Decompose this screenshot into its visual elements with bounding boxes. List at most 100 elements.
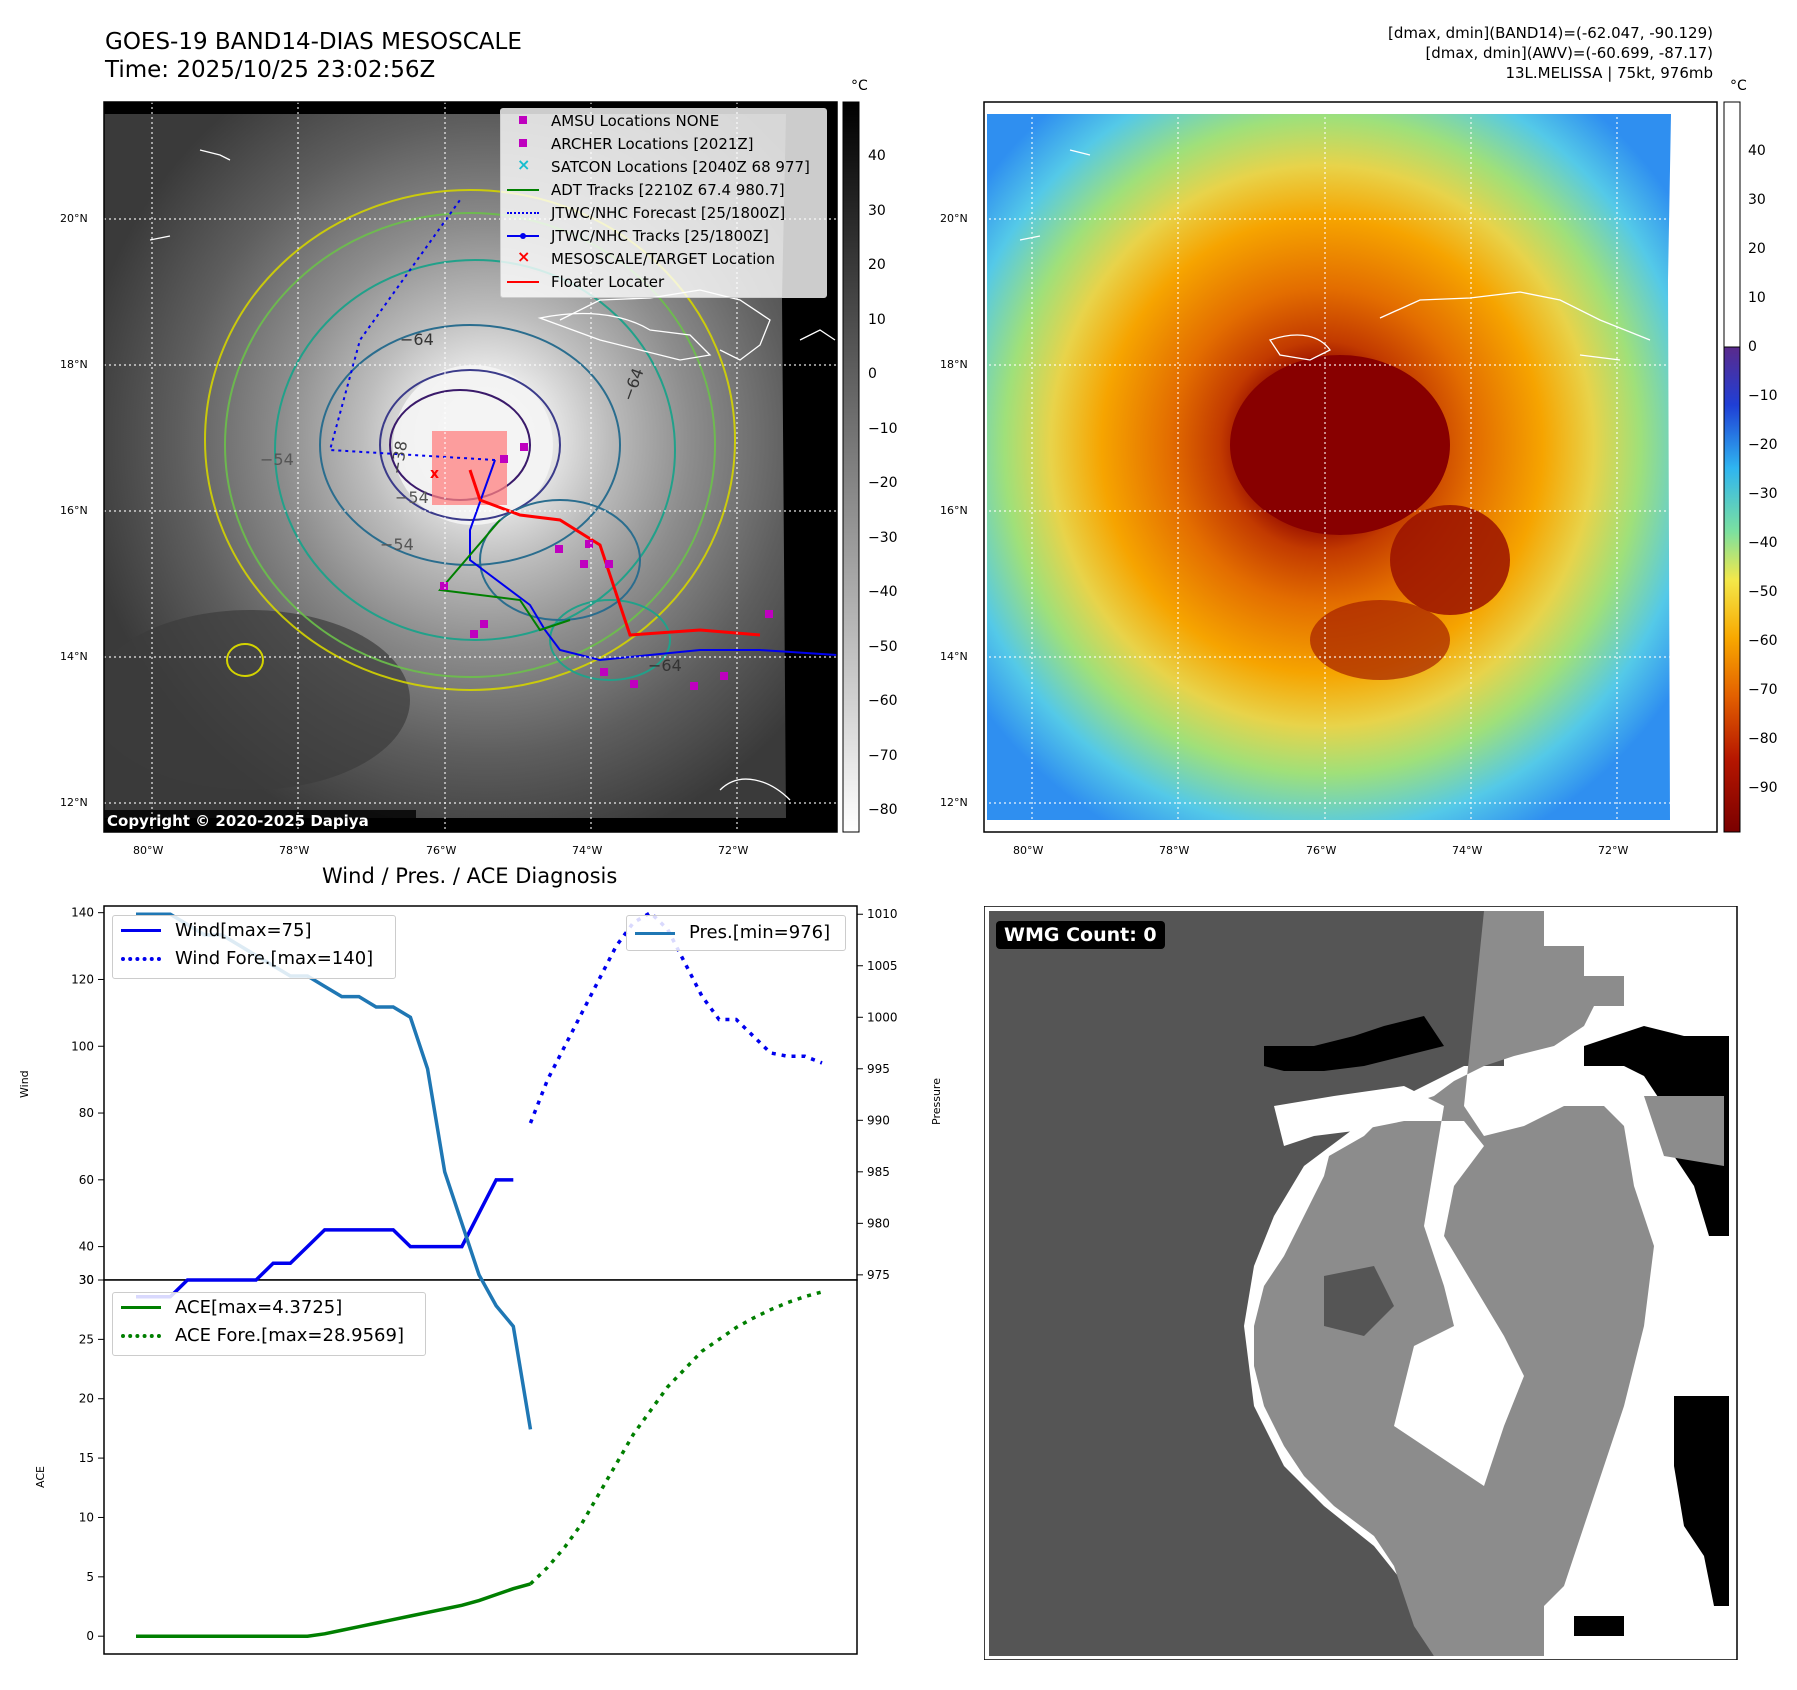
legend-floater: Floater Locater xyxy=(501,270,826,293)
legend-forecast: JTWC/NHC Forecast [25/1800Z] xyxy=(501,201,826,224)
colorbar-tick-label: −50 xyxy=(868,638,898,655)
pressure-tick-label: 990 xyxy=(867,1113,890,1127)
colorbar-tick-label: −10 xyxy=(868,420,898,437)
map-legend: AMSU Locations NONE ARCHER Locations [20… xyxy=(500,108,827,298)
ace-tick-label: 0 xyxy=(86,1629,94,1643)
band14-info: [dmax, dmin](BAND14)=(-62.047, -90.129) xyxy=(1388,24,1713,42)
solid-line-icon xyxy=(121,1306,161,1309)
colorbar-tick-label: −90 xyxy=(1748,780,1778,796)
ace-tick-label: 25 xyxy=(79,1332,94,1346)
ace-tick-label: 30 xyxy=(79,1273,94,1287)
square-marker-icon xyxy=(519,116,527,124)
lat-label: 18°N xyxy=(60,358,88,371)
colorbar-tick-label: −80 xyxy=(868,802,898,818)
contour-label: −54 xyxy=(380,535,414,554)
ace-tick-label: 20 xyxy=(79,1392,94,1406)
x-marker-icon: × xyxy=(517,247,531,266)
ace-tick-label: 15 xyxy=(79,1451,94,1465)
colorbar-tick-label: 10 xyxy=(1748,290,1766,306)
colorbar-tick-label: 10 xyxy=(868,311,886,328)
pressure-tick-label: 1000 xyxy=(867,1010,898,1024)
contour-label: −64 xyxy=(648,656,682,675)
colorbar-tick-label: 20 xyxy=(868,257,886,273)
ace-series-line xyxy=(136,1582,531,1638)
colorbar-tick-label: −60 xyxy=(868,693,898,709)
lat-label: 20°N xyxy=(940,212,968,225)
pressure-tick-label: 995 xyxy=(867,1062,890,1076)
ace-legend: ACE[max=4.3725] ACE Fore.[max=28.9569] xyxy=(112,1292,426,1356)
colorbar-tick-label: −20 xyxy=(1748,437,1778,453)
pressure-tick-label: 980 xyxy=(867,1216,890,1230)
wind-axis-label: Wind xyxy=(18,1070,31,1098)
colorbar-tick-label: −70 xyxy=(1748,682,1778,698)
lon-label: 74°W xyxy=(572,844,603,857)
wind-forecast-series-line xyxy=(528,910,823,1124)
legend-adt: ADT Tracks [2210Z 67.4 980.7] xyxy=(501,178,826,201)
lon-label: 78°W xyxy=(279,844,310,857)
colorbar-tick-label: 20 xyxy=(1748,241,1766,257)
colorbar-tick-label: −30 xyxy=(868,529,898,546)
wind-tick-label: 80 xyxy=(79,1106,94,1120)
wmg-panel xyxy=(984,906,1738,1660)
lat-label: 16°N xyxy=(940,504,968,517)
colorbar-tick-label: −80 xyxy=(1748,731,1778,747)
lon-label: 76°W xyxy=(426,844,457,857)
lat-label: 14°N xyxy=(940,650,968,663)
time-title: Time: 2025/10/25 23:02:56Z xyxy=(105,57,436,83)
wind-tick-label: 140 xyxy=(71,906,94,920)
lon-label: 80°W xyxy=(1013,844,1044,857)
pressure-axis-label: Pressure xyxy=(930,1078,943,1125)
legend-target: × MESOSCALE/TARGET Location xyxy=(517,247,776,268)
colorbar-tick-label: 40 xyxy=(868,148,886,164)
colorbar-tick-label: −70 xyxy=(868,747,898,764)
wmg-count-badge: WMG Count: 0 xyxy=(996,921,1165,949)
ace-forecast-series-line xyxy=(529,1290,823,1586)
colorbar-tick-label: 30 xyxy=(1748,192,1766,208)
pressure-tick-label: 1010 xyxy=(867,907,898,921)
wind-tick-label: 100 xyxy=(71,1039,94,1053)
ace-tick-label: 10 xyxy=(79,1510,94,1524)
contour-label: −54 xyxy=(395,488,429,507)
x-marker-icon: × xyxy=(517,155,531,174)
legend-archer: ARCHER Locations [2021Z] xyxy=(501,132,826,155)
colorbar-tick-label: −60 xyxy=(1748,633,1778,649)
awv-heat-image xyxy=(984,102,1717,832)
ace-axis-label: ACE xyxy=(34,1466,47,1488)
wind-tick-label: 120 xyxy=(71,972,94,986)
colorbar-tick-label: −40 xyxy=(868,584,898,600)
ace-tick-label: 5 xyxy=(86,1570,94,1584)
lat-label: 12°N xyxy=(940,796,968,809)
square-marker-icon xyxy=(519,139,527,147)
pressure-tick-label: 975 xyxy=(867,1268,890,1282)
wind-tick-label: 40 xyxy=(79,1240,94,1254)
pressure-tick-label: 985 xyxy=(867,1165,890,1179)
legend-tracks: JTWC/NHC Tracks [25/1800Z] xyxy=(501,224,826,247)
legend-amsu: AMSU Locations NONE xyxy=(501,109,826,132)
wind-tick-label: 60 xyxy=(79,1173,94,1187)
lat-label: 16°N xyxy=(60,504,88,517)
lon-label: 74°W xyxy=(1452,844,1483,857)
awv-info: [dmax, dmin](AWV)=(-60.699, -87.17) xyxy=(1425,44,1713,62)
solid-line-icon xyxy=(121,929,161,932)
lon-label: 78°W xyxy=(1159,844,1190,857)
lon-label: 80°W xyxy=(133,844,164,857)
heat-colorbar-top xyxy=(1723,101,1741,348)
colorbar-tick-label: 40 xyxy=(1748,143,1766,159)
solid-line-icon xyxy=(635,932,675,935)
heat-colorbar xyxy=(1723,346,1741,833)
lon-label: 76°W xyxy=(1306,844,1337,857)
pressure-tick-label: 1005 xyxy=(867,959,898,973)
wmg-image xyxy=(989,911,1729,1656)
copyright: Copyright © 2020-2025 Dapiya xyxy=(107,812,369,830)
colorbar-tick-label: 0 xyxy=(1748,339,1757,355)
colorbar-tick-label: −10 xyxy=(1748,388,1778,404)
lat-label: 20°N xyxy=(60,212,88,225)
lon-label: 72°W xyxy=(1598,844,1629,857)
wind-series-line xyxy=(136,1178,514,1299)
colorbar-tick-label: 0 xyxy=(868,366,877,382)
colorbar-tick-label: −50 xyxy=(1748,584,1778,600)
main-title: GOES-19 BAND14-DIAS MESOSCALE xyxy=(105,29,522,55)
colorbar-tick-label: −20 xyxy=(868,475,898,491)
contour-label: −64 xyxy=(400,330,434,349)
dotted-line-icon xyxy=(121,957,161,961)
